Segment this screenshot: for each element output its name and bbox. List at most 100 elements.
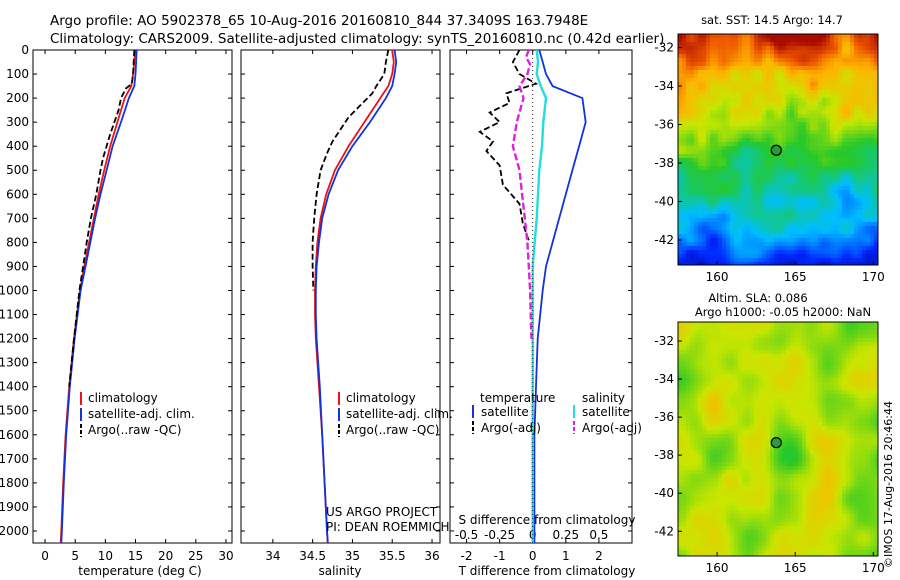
map-cell — [774, 394, 779, 399]
map-cell — [722, 382, 727, 387]
map-cell — [718, 42, 723, 47]
map-cell — [846, 258, 851, 263]
map-cell — [678, 86, 683, 91]
map-cell — [730, 322, 735, 327]
map-cell — [806, 38, 811, 43]
map-cell — [846, 86, 851, 91]
map-cell — [790, 366, 795, 371]
map-cell — [690, 434, 695, 439]
map-cell — [810, 66, 815, 71]
map-cell — [678, 190, 683, 195]
map-cell — [834, 210, 839, 215]
map-cell — [766, 218, 771, 223]
map-cell — [830, 162, 835, 167]
map-cell — [726, 470, 731, 475]
map-cell — [778, 410, 783, 415]
pi-label: PI: DEAN ROEMMICH — [326, 520, 449, 534]
map-cell — [706, 218, 711, 223]
map-cell — [790, 466, 795, 471]
map-cell — [810, 94, 815, 99]
map-cell — [686, 130, 691, 135]
map-cell — [686, 434, 691, 439]
map-cell — [874, 186, 878, 191]
map-cell — [850, 254, 855, 259]
map-cell — [734, 330, 739, 335]
map-cell — [746, 102, 751, 107]
temperature-axes: 0 5 10 15 20 25 300100200300400500600700800900… — [0, 43, 234, 563]
map-cell — [726, 50, 731, 55]
map-cell — [702, 494, 707, 499]
map-cell — [734, 142, 739, 147]
map-cell — [758, 246, 763, 251]
map-cell — [690, 350, 695, 355]
map-cell — [678, 494, 683, 499]
map-cell — [774, 478, 779, 483]
map-cell — [798, 102, 803, 107]
map-cell — [710, 418, 715, 423]
map-cell — [738, 490, 743, 495]
map-cell — [690, 114, 695, 119]
map-cell — [818, 174, 823, 179]
map-cell — [754, 422, 759, 427]
map-cell — [678, 106, 683, 111]
map-cell — [782, 338, 787, 343]
map-cell — [774, 238, 779, 243]
map-cell — [730, 190, 735, 195]
map-cell — [802, 190, 807, 195]
map-cell — [694, 394, 699, 399]
map-cell — [818, 254, 823, 259]
map-cell — [774, 66, 779, 71]
map-cell — [862, 122, 867, 127]
map-cell — [698, 370, 703, 375]
map-cell — [726, 154, 731, 159]
map-cell — [742, 522, 747, 527]
map-cell — [754, 370, 759, 375]
map-cell — [722, 106, 727, 111]
map-cell — [706, 134, 711, 139]
map-cell — [702, 238, 707, 243]
map-cell — [706, 166, 711, 171]
map-cell — [866, 130, 871, 135]
map-cell — [810, 142, 815, 147]
map-cell — [790, 66, 795, 71]
map-cell — [786, 326, 791, 331]
map-cell — [810, 158, 815, 163]
map-cell — [722, 330, 727, 335]
map-cell — [786, 422, 791, 427]
map-cell — [810, 118, 815, 123]
map-cell — [706, 210, 711, 215]
map-cell — [754, 478, 759, 483]
map-cell — [862, 182, 867, 187]
map-cell — [778, 90, 783, 95]
map-cell — [818, 222, 823, 227]
map-cell — [786, 374, 791, 379]
map-cell — [742, 202, 747, 207]
map-cell — [714, 238, 719, 243]
map-cell — [782, 354, 787, 359]
map-cell — [766, 50, 771, 55]
salinity-axes: 34 34.5 35 35.5 36 — [241, 49, 440, 563]
map-cell — [778, 326, 783, 331]
map-cell — [798, 378, 803, 383]
map-cell — [718, 130, 723, 135]
map-cell — [702, 518, 707, 523]
map-cell — [790, 114, 795, 119]
map-cell — [754, 82, 759, 87]
map-cell — [690, 78, 695, 83]
map-cell — [794, 510, 799, 515]
map-cell — [682, 442, 687, 447]
map-cell — [794, 470, 799, 475]
map-cell — [814, 202, 819, 207]
map-cell — [774, 542, 779, 547]
map-cell — [726, 114, 731, 119]
map-cell — [710, 498, 715, 503]
map-cell — [750, 254, 755, 259]
map-cell — [678, 226, 683, 231]
map-cell — [874, 134, 878, 139]
map-cell — [706, 430, 711, 435]
map-cell — [686, 174, 691, 179]
map-cell — [702, 226, 707, 231]
map-cell — [710, 190, 715, 195]
map-cell — [718, 210, 723, 215]
map-cell — [850, 114, 855, 119]
